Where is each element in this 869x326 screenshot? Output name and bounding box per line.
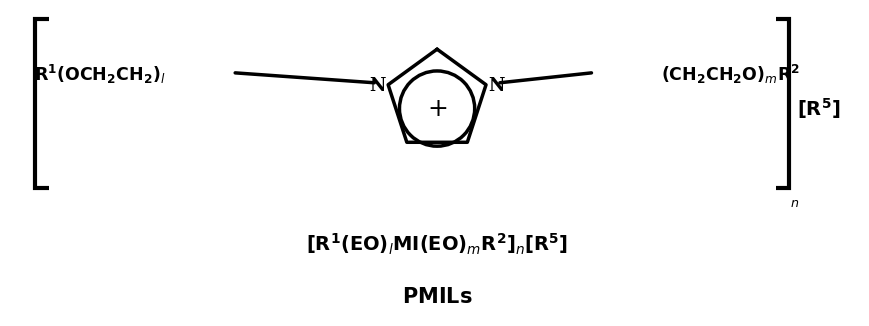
Text: $\mathbf{[R^1(EO)_{\it{l}}MI(EO)_{\it{m}}R^2]_{\it{n}}[R^5]}$: $\mathbf{[R^1(EO)_{\it{l}}MI(EO)_{\it{m}… [306, 231, 568, 257]
Text: $_{\it{n}}$: $_{\it{n}}$ [791, 191, 799, 209]
Text: $\mathbf{R^1(OCH_2CH_2)_{\it{l}}}$: $\mathbf{R^1(OCH_2CH_2)_{\it{l}}}$ [35, 63, 166, 86]
Text: N: N [488, 77, 505, 95]
Text: $\mathbf{PMILs}$: $\mathbf{PMILs}$ [401, 287, 473, 307]
Text: N: N [369, 77, 386, 95]
Text: $\mathbf{(CH_2CH_2O)_{\it{m}}R^2}$: $\mathbf{(CH_2CH_2O)_{\it{m}}R^2}$ [660, 63, 799, 86]
Text: $+$: $+$ [427, 96, 448, 121]
Text: $\mathbf{[R^5]}$: $\mathbf{[R^5]}$ [798, 96, 841, 121]
